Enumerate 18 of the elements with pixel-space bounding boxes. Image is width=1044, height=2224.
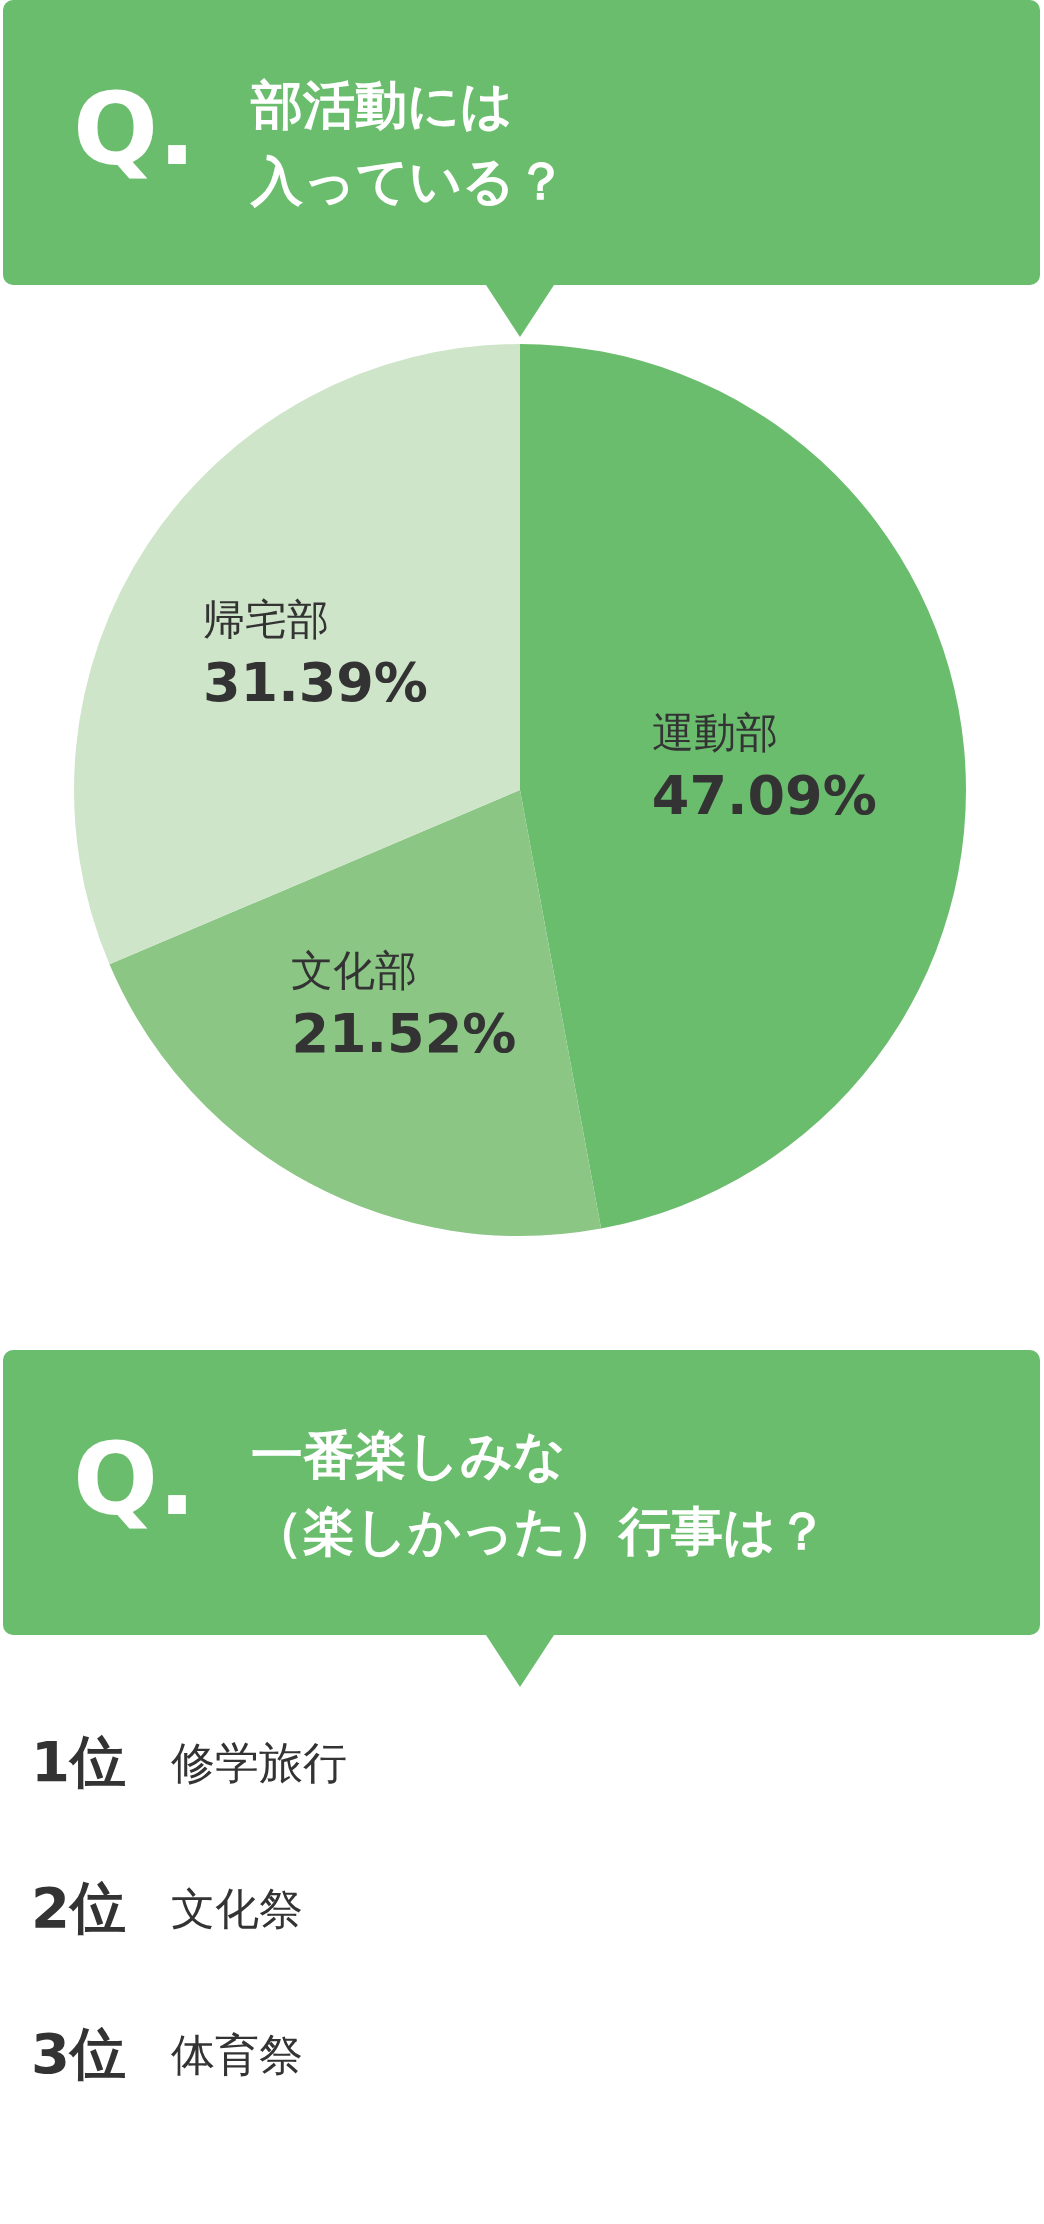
data-label: 3位 — [31, 2020, 127, 2088]
data-label: 21.52% — [291, 1002, 517, 1066]
text: 一番楽しみな — [251, 1423, 567, 1487]
slice-label: 運動部 — [651, 707, 778, 757]
chart-subtitle: 入っている？ — [251, 149, 567, 213]
data-label: 47.09% — [651, 763, 877, 827]
text: Q. — [73, 70, 196, 190]
category-label: 文化祭 — [171, 1881, 303, 1936]
slice-label: 文化部 — [291, 945, 418, 995]
data-label: 2位 — [31, 1874, 127, 1942]
category-label: 体育祭 — [171, 2027, 303, 2082]
category-label: 修学旅行 — [171, 1735, 347, 1790]
slice-label: 帰宅部 — [202, 594, 329, 644]
text: Q. — [73, 1420, 196, 1540]
data-label: 31.39% — [202, 650, 428, 714]
data-label: 1位 — [31, 1728, 127, 1796]
text: （楽しかった）行事は？ — [251, 1499, 828, 1563]
chart-title: 部活動には — [251, 73, 514, 137]
